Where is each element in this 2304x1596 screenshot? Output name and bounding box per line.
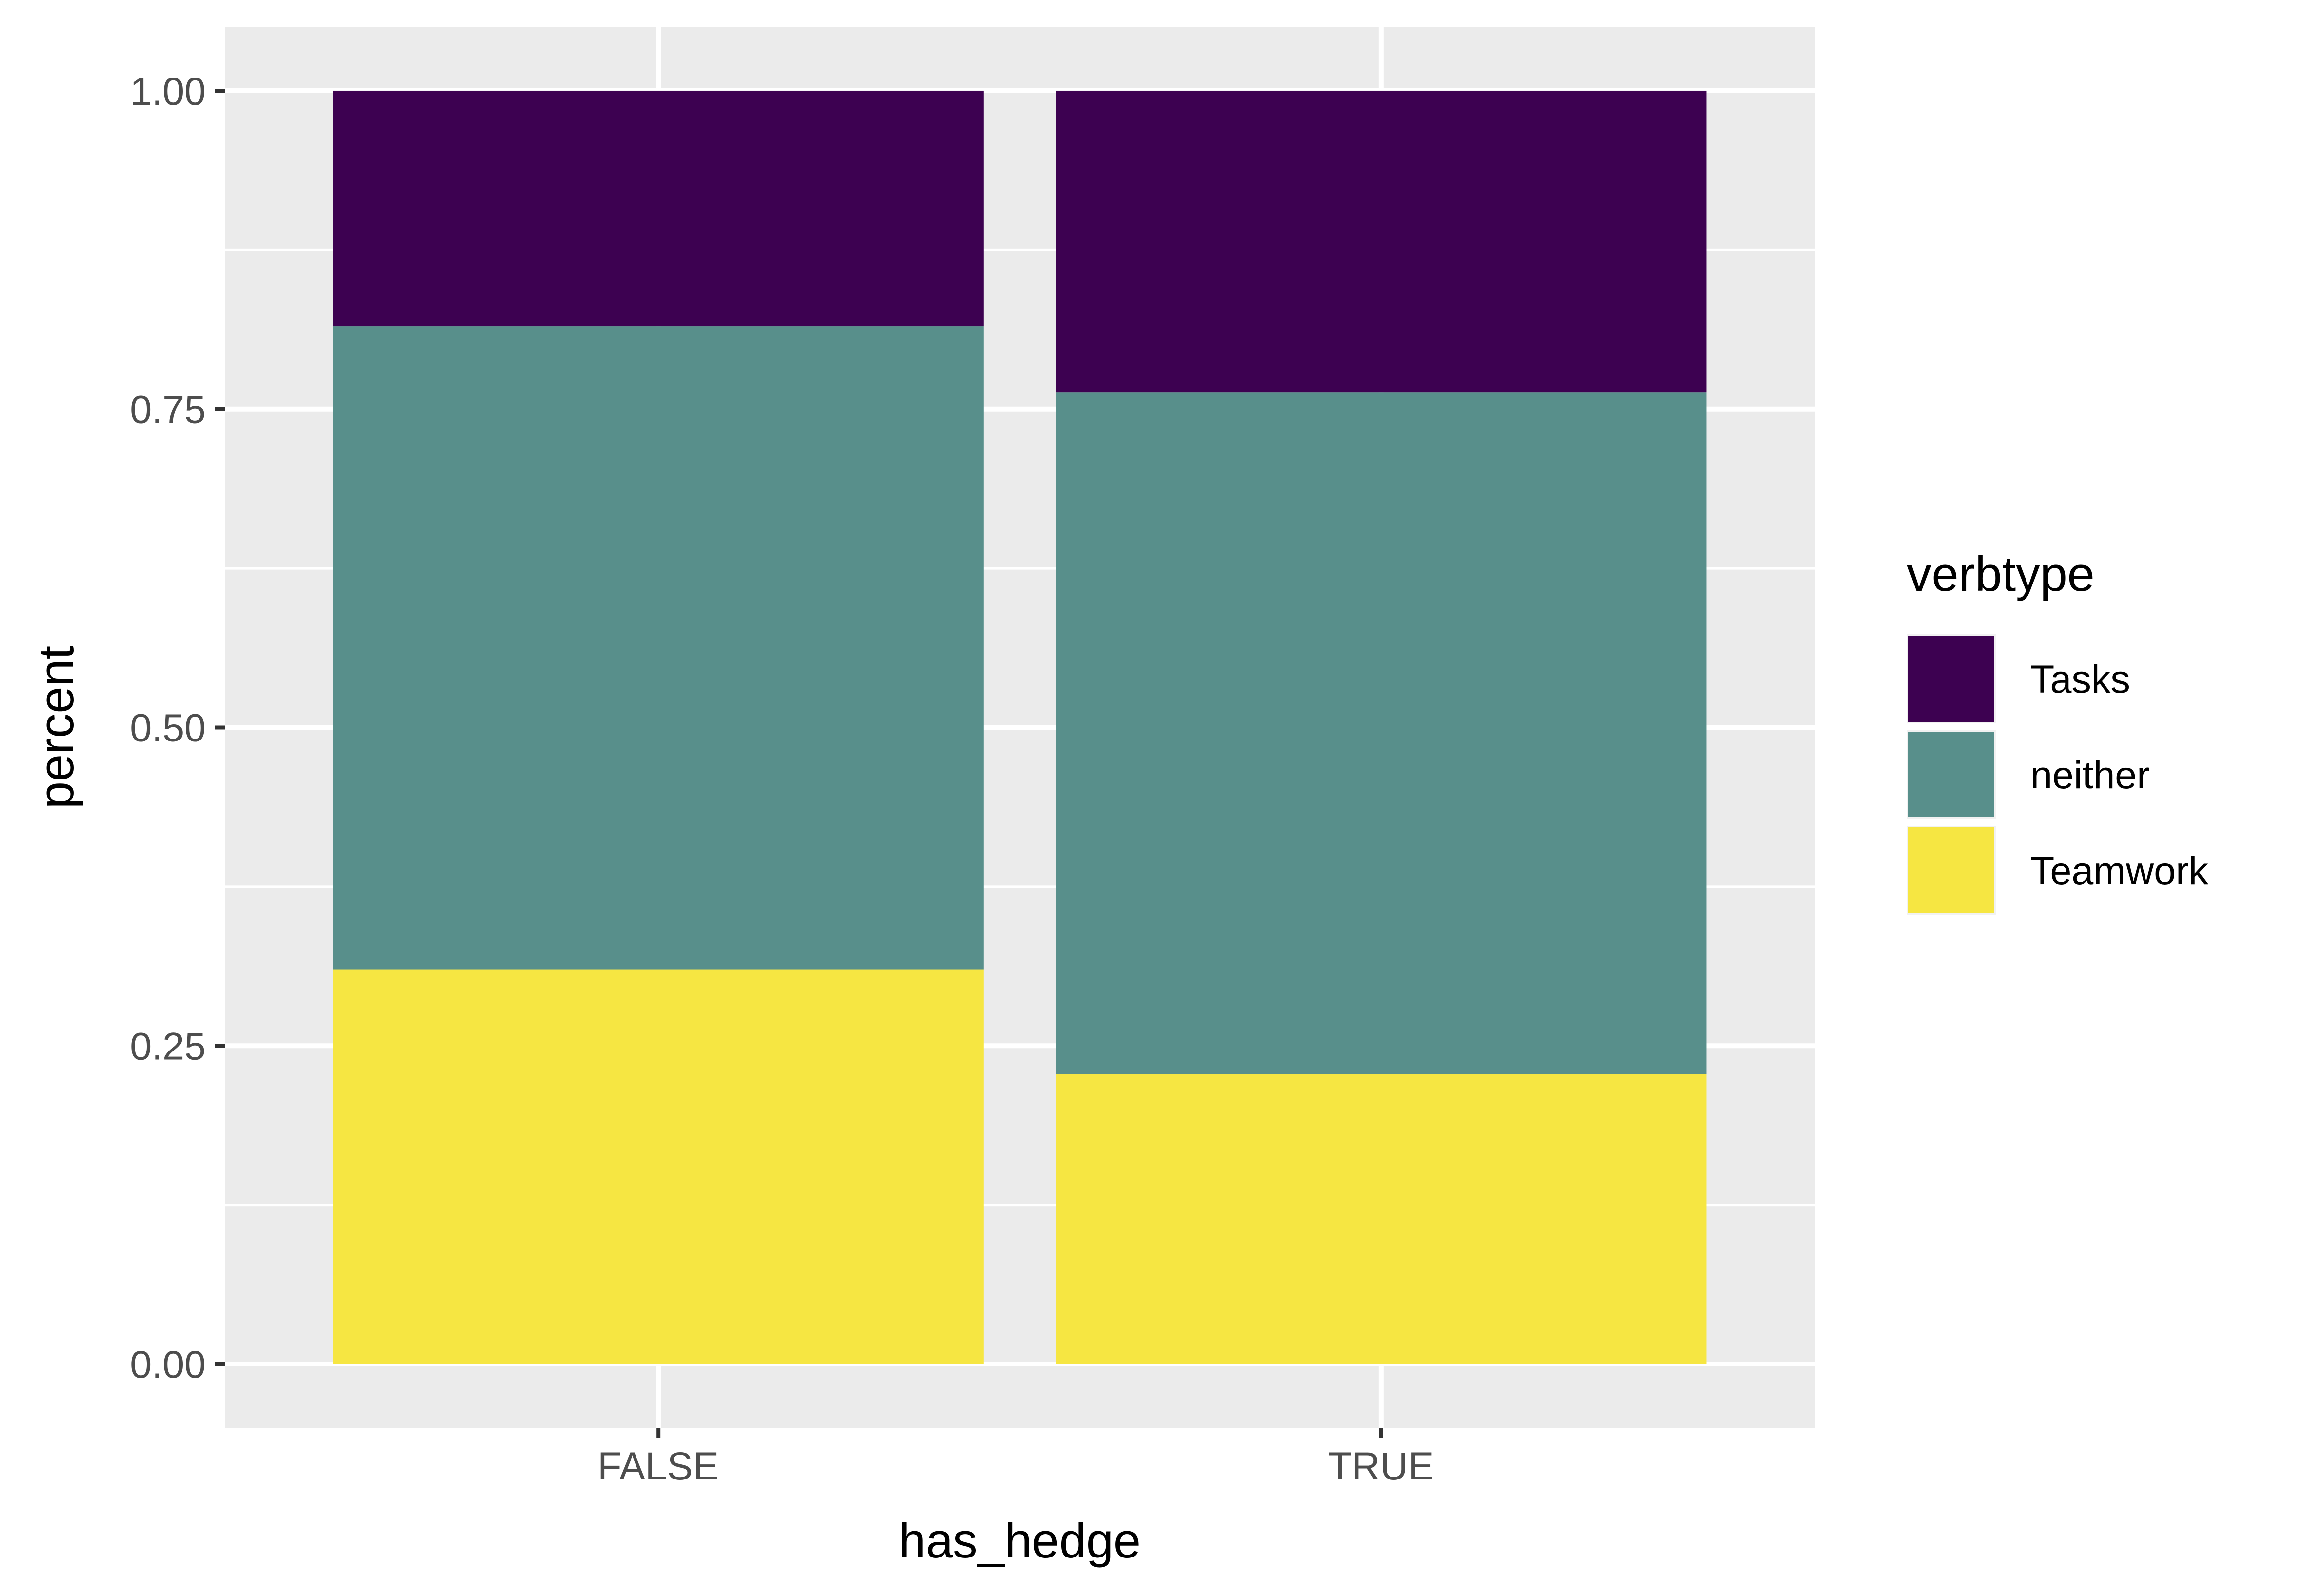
bar-tasks-true	[1056, 90, 1707, 393]
legend-title: verbtype	[1907, 546, 2095, 601]
legend: verbtype Tasks neither Teamwork	[1907, 546, 2208, 915]
legend-key-tasks	[1908, 636, 1994, 722]
bar-teamwork-false	[333, 969, 984, 1364]
bars	[333, 90, 1707, 1364]
bar-teamwork-true	[1056, 1074, 1707, 1364]
bar-neither-true	[1056, 392, 1707, 1074]
legend-label-tasks: Tasks	[2030, 657, 2130, 701]
y-tick-label: 0.50	[130, 706, 206, 750]
y-tick-label: 0.75	[130, 388, 206, 431]
x-axis-title: has_hedge	[899, 1513, 1141, 1568]
y-tick-label: 1.00	[130, 69, 206, 113]
legend-label-teamwork: Teamwork	[2030, 849, 2208, 893]
bar-neither-false	[333, 326, 984, 970]
legend-key-teamwork	[1908, 827, 1994, 913]
y-axis-title: percent	[29, 646, 83, 809]
x-tick-label: FALSE	[597, 1444, 719, 1488]
y-axis: 0.00 0.25 0.50 0.75 1.00	[130, 69, 225, 1386]
legend-label-neither: neither	[2030, 753, 2150, 797]
y-tick-label: 0.00	[130, 1342, 206, 1386]
y-tick-label: 0.25	[130, 1024, 206, 1068]
x-tick-label: TRUE	[1328, 1444, 1434, 1488]
legend-key-neither	[1908, 732, 1994, 817]
x-axis: FALSE TRUE	[597, 1428, 1434, 1488]
bar-tasks-false	[333, 90, 984, 327]
